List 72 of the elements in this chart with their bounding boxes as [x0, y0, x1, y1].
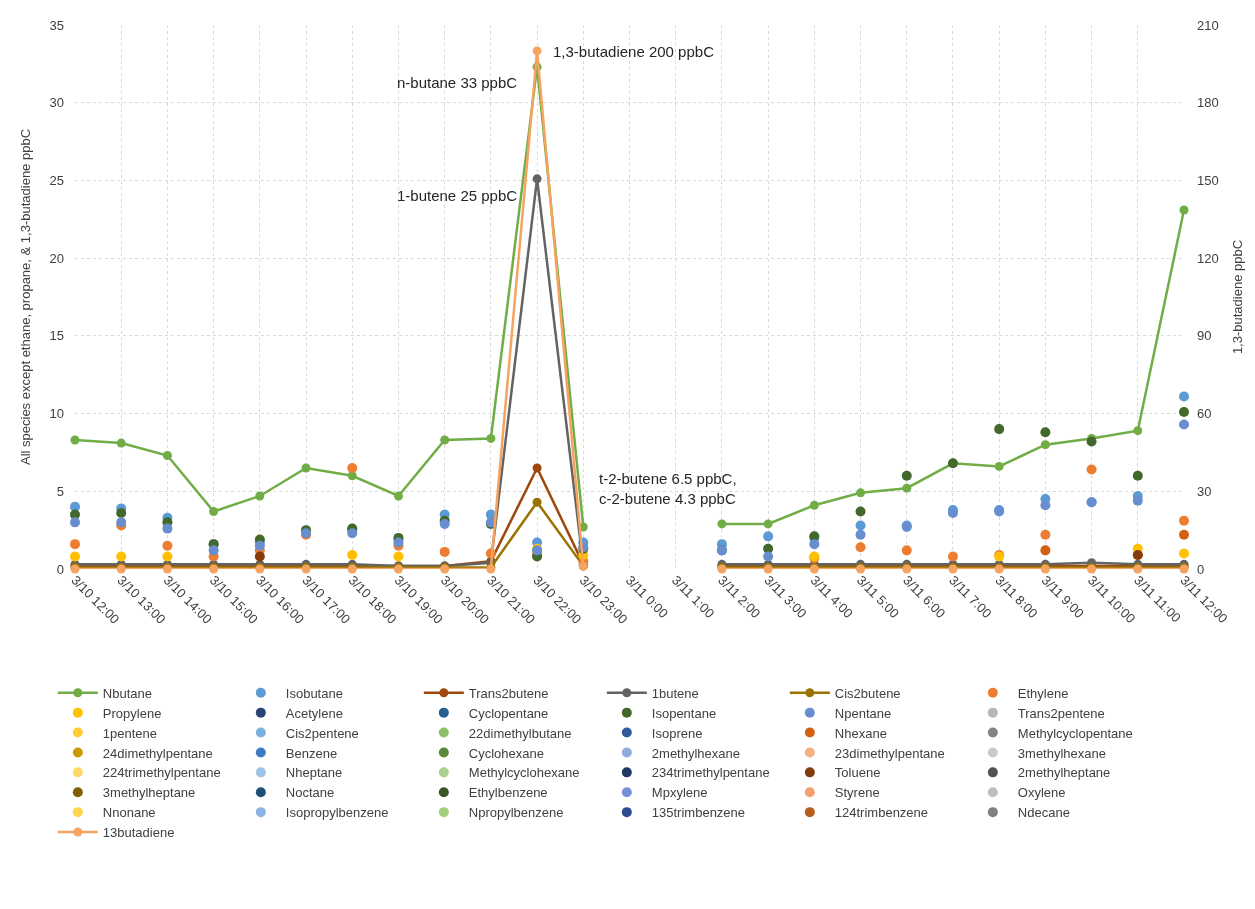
annotation: 1-butene 25 ppbC [397, 187, 518, 204]
x-tick-label: 3/11 9:00 [1038, 572, 1087, 621]
legend-label: Nnonane [102, 805, 156, 821]
legend-label: 24dimethylpentane [102, 745, 213, 761]
y2-tick-label: 60 [1197, 406, 1212, 422]
legend-label: 135trimbenzene [651, 805, 746, 821]
legend-label: Trans2butene [468, 685, 549, 701]
legend-label: Toluene [834, 765, 881, 781]
y2-tick-label: 180 [1197, 95, 1219, 111]
y2-tick-label: 90 [1197, 328, 1212, 344]
annotation: t-2-butene 6.5 ppbC, c-2-butene 4.3 ppbC [599, 470, 737, 507]
legend-label: Trans2pentene [1017, 705, 1105, 721]
y2-tick-label: 0 [1197, 561, 1205, 577]
x-tick-label: 3/11 2:00 [715, 572, 764, 621]
x-tick-label: 3/11 4:00 [807, 572, 856, 621]
y2-tick-label: 120 [1197, 250, 1219, 266]
legend-label: Methylcyclohexane [468, 765, 580, 781]
legend-label: 2methylhexane [651, 745, 740, 761]
y-tick-label: 10 [49, 406, 64, 422]
legend-label: 1pentene [102, 725, 158, 741]
legend-label: 234trimethylpentane [651, 765, 770, 781]
legend-label: Oxylene [1017, 785, 1066, 801]
legend-label: Propylene [102, 705, 162, 721]
legend-label: 3methylhexane [1017, 745, 1106, 761]
legend-label: Acetylene [285, 705, 343, 721]
x-tick-label: 3/11 3:00 [761, 572, 810, 621]
y-tick-label: 25 [49, 172, 64, 188]
y-tick-label: 30 [49, 95, 64, 111]
legend-label: 13butadiene [102, 825, 175, 841]
legend-label: Styrene [834, 785, 880, 801]
legend-label: 3methylheptane [102, 785, 196, 801]
legend-label: Isopropylbenzene [285, 805, 389, 821]
legend-label: Isoprene [651, 725, 703, 741]
y-tick-label: 0 [56, 561, 64, 577]
legend-label: Cis2pentene [285, 725, 359, 741]
legend-label: Methylcyclopentane [1017, 725, 1133, 741]
legend-label: Isopentane [651, 705, 717, 721]
annotation: n-butane 33 ppbC [397, 74, 518, 91]
y2-tick-label: 210 [1197, 17, 1219, 33]
legend-label: 22dimethylbutane [468, 725, 572, 741]
legend-label: 124trimbenzene [834, 805, 929, 821]
legend-label: 1butene [651, 685, 699, 701]
x-tick-label: 3/11 6:00 [900, 572, 949, 621]
y-tick-label: 20 [49, 250, 64, 266]
legend-label: Ndecane [1017, 805, 1070, 821]
legend-label: Nhexane [834, 725, 887, 741]
legend-label: Cyclohexane [468, 745, 544, 761]
legend-label: 224trimethylpentane [102, 765, 221, 781]
legend-label: Cyclopentane [468, 705, 549, 721]
x-tick-label: 3/11 8:00 [992, 572, 1041, 621]
y-tick-label: 15 [49, 328, 64, 344]
legend-label: Mpxylene [651, 785, 708, 801]
legend-label: 23dimethylpentane [834, 745, 945, 761]
legend-label: Noctane [285, 785, 335, 801]
y2-axis-title: 1,3-butadiene ppbC [1230, 239, 1246, 355]
legend-label: Isobutane [285, 685, 343, 701]
y-tick-label: 5 [56, 483, 64, 499]
legend-label: Ethylene [1017, 685, 1069, 701]
legend-label: Cis2butene [834, 685, 901, 701]
legend-label: 2methylheptane [1017, 765, 1111, 781]
y-axis-title: All species except ethane, propane, & 1,3-butadiene ppbC [18, 128, 34, 466]
legend-label: Npentane [834, 705, 892, 721]
x-tick-label: 3/11 1:00 [668, 572, 718, 621]
legend-label: Benzene [285, 745, 338, 761]
y2-tick-label: 150 [1197, 172, 1219, 188]
annotation: 1,3-butadiene 200 ppbC [553, 43, 715, 60]
y-tick-label: 35 [49, 17, 64, 33]
legend-label: Nbutane [102, 685, 152, 701]
legend-label: Ethylbenzene [468, 785, 548, 801]
y2-tick-label: 30 [1197, 483, 1212, 499]
legend-label: Nheptane [285, 765, 343, 781]
legend-label: Npropylbenzene [468, 805, 564, 821]
